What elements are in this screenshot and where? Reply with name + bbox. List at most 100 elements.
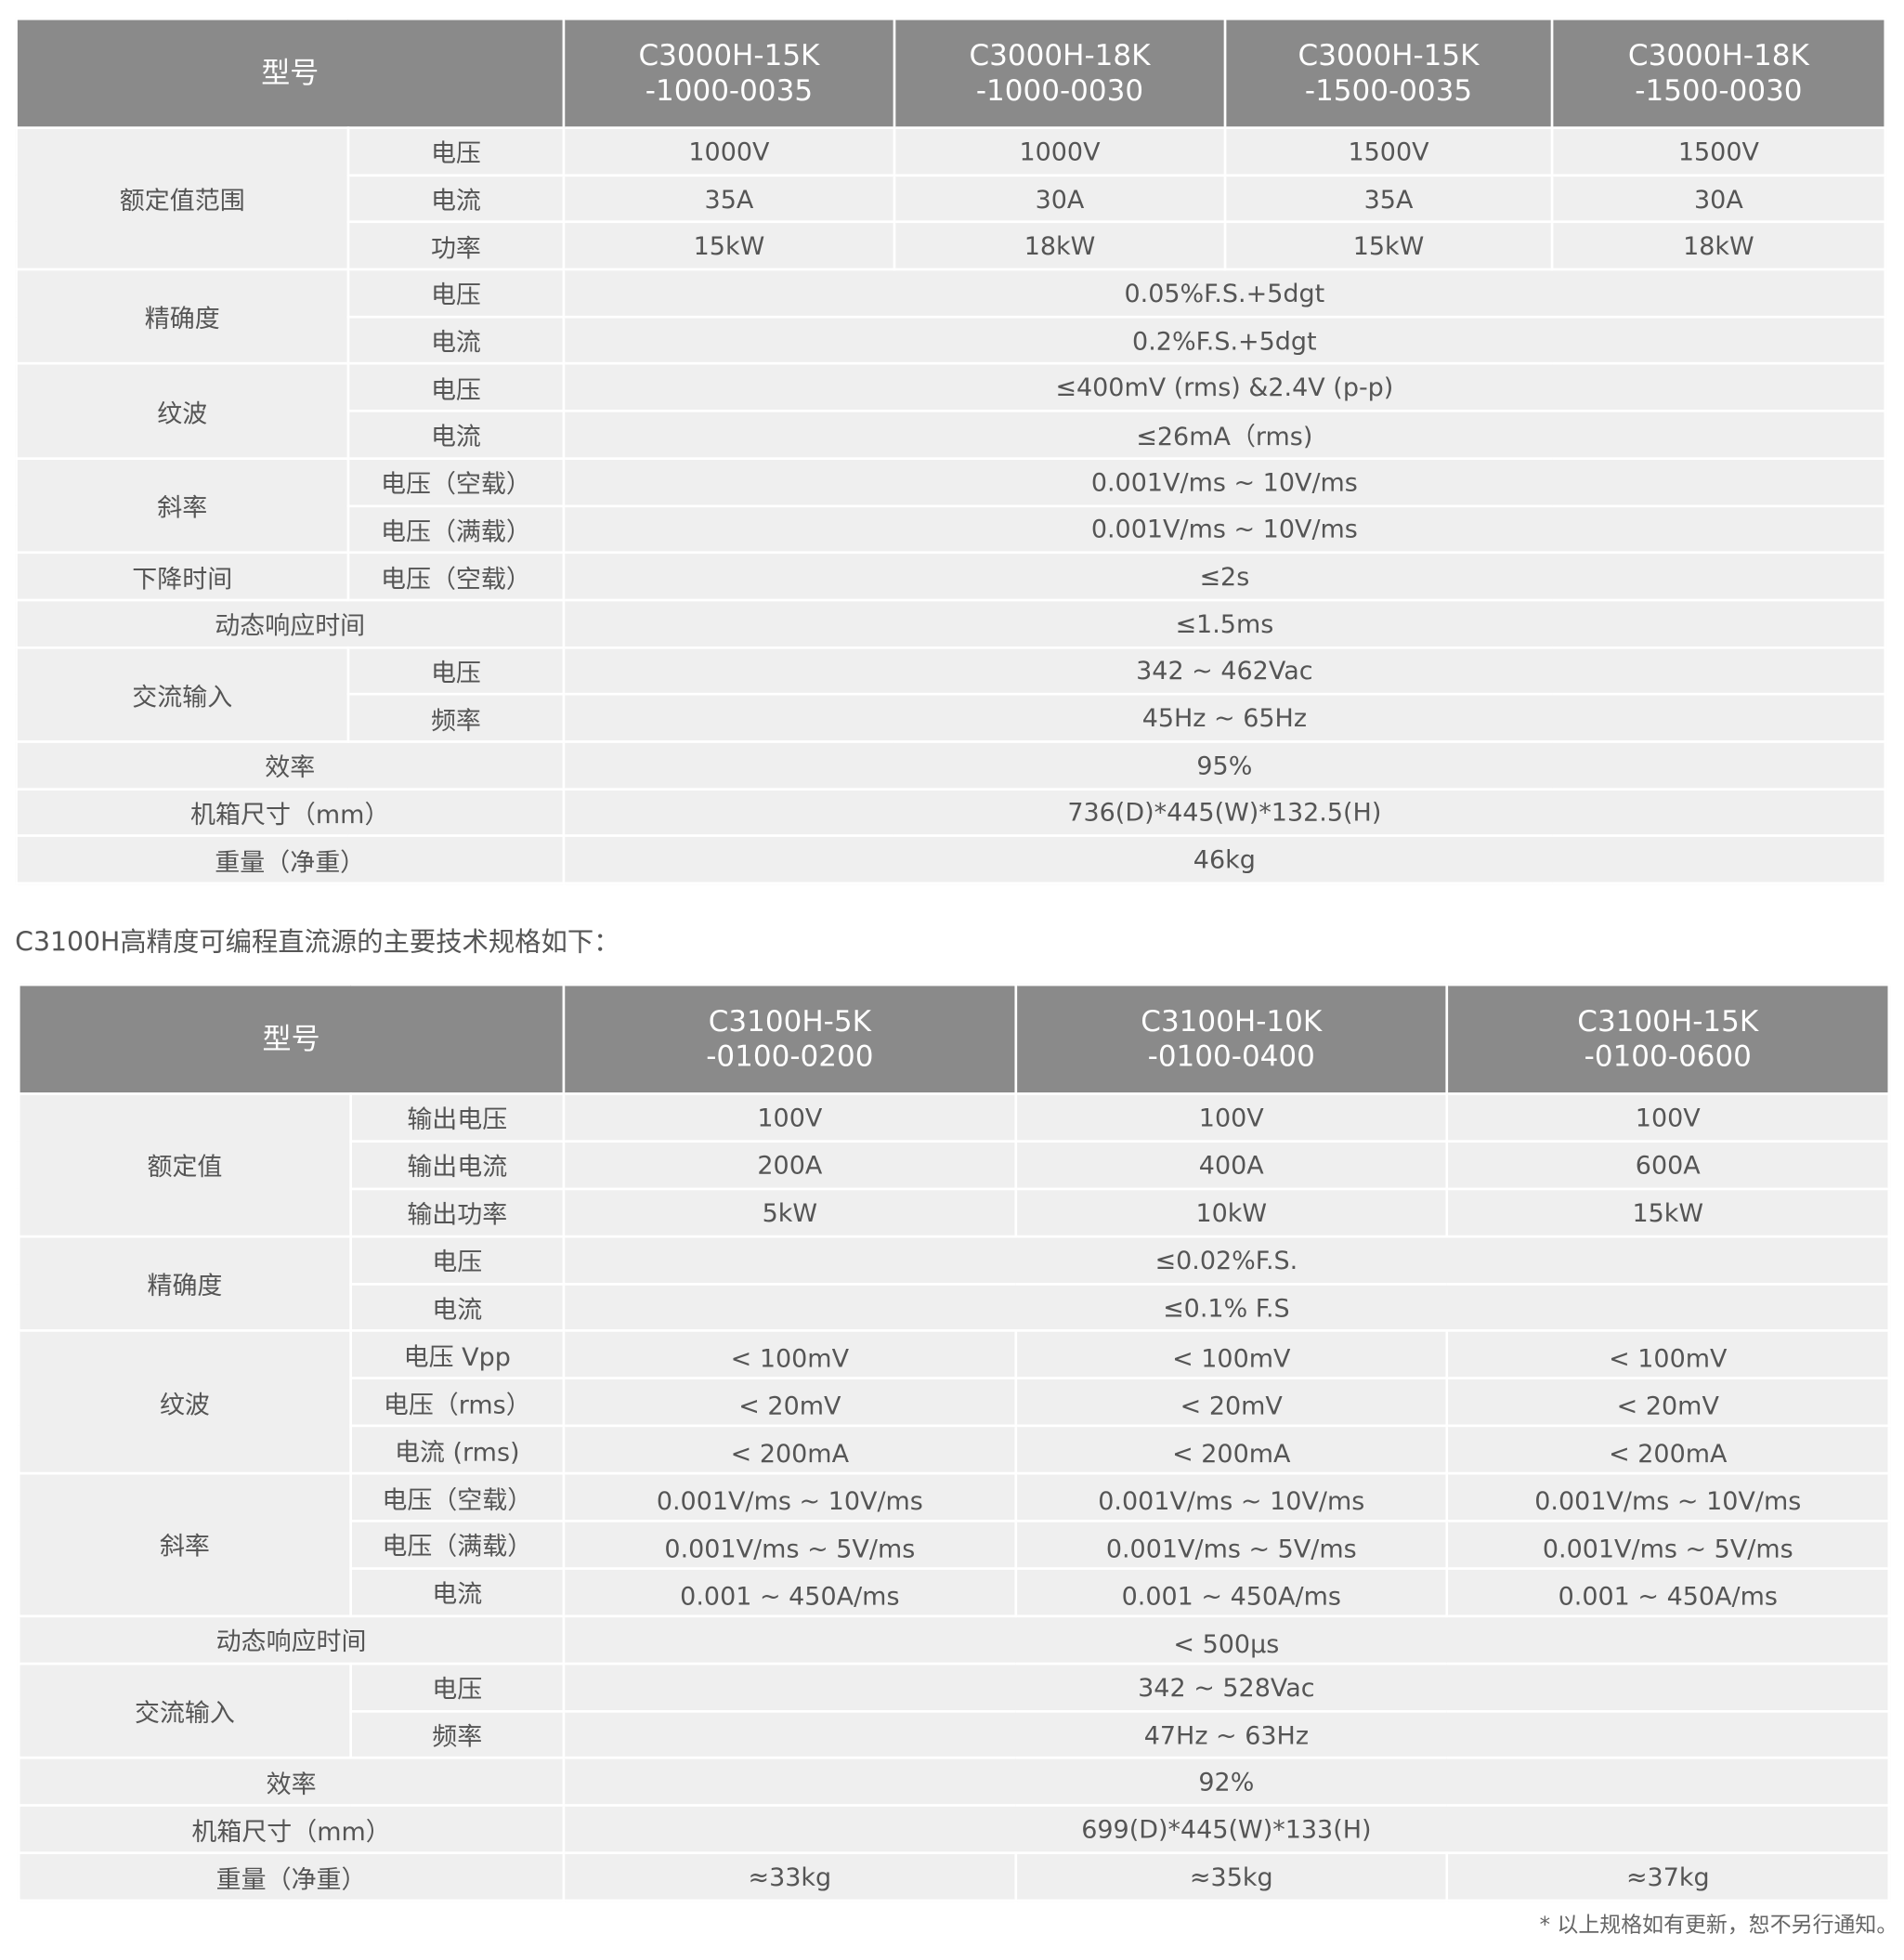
cell-value-shared: 342 ~ 528Vac <box>562 1662 1891 1713</box>
group-label: 纹波 <box>15 362 350 460</box>
table-row: 动态响应时间 < 500μs <box>17 1614 1891 1665</box>
cell-value: ≈37kg <box>1445 1851 1891 1902</box>
model-header-label: 型号 <box>17 983 566 1095</box>
group-label: 下降时间 <box>15 551 350 602</box>
group-label: 斜率 <box>15 457 350 555</box>
row-sublabel: 电压 <box>349 1662 566 1713</box>
cell-value: 15kW <box>1445 1187 1891 1238</box>
cell-value: 0.001V/ms ~ 10V/ms <box>562 1471 1018 1522</box>
group-label: 重量（净重） <box>17 1851 566 1902</box>
table-row: 机箱尺寸（mm） 699(D)*445(W)*133(H) <box>17 1804 1891 1855</box>
row-sublabel: 频率 <box>346 693 566 743</box>
group-label: 纹波 <box>17 1329 352 1475</box>
row-sublabel: 输出功率 <box>349 1187 566 1238</box>
table-row: 电压（满载） 0.001V/ms ~ 10V/ms <box>17 503 1887 555</box>
group-label: 机箱尺寸（mm） <box>17 1804 566 1855</box>
row-sublabel: 输出电压 <box>349 1092 566 1143</box>
model-name: C3000H-18K -1500-0030 <box>1550 17 1887 129</box>
row-sublabel: 电压 <box>349 1235 566 1286</box>
cell-value: < 20mV <box>562 1377 1018 1428</box>
cell-value-shared: 0.001V/ms ~ 10V/ms <box>562 503 1887 555</box>
cell-value-shared: 95% <box>562 740 1887 791</box>
row-sublabel: 电流 <box>346 315 566 366</box>
cell-value: 10kW <box>1014 1187 1449 1238</box>
cell-value: 0.001 ~ 450A/ms <box>562 1567 1018 1617</box>
cell-value: < 100mV <box>1014 1329 1449 1380</box>
cell-value: 0.001V/ms ~ 10V/ms <box>1014 1471 1449 1522</box>
table-row: 下降时间 电压（空载） ≤2s <box>15 551 1887 602</box>
cell-value: 400A <box>1014 1140 1449 1190</box>
cell-value-shared: 0.05%F.S.+5dgt <box>562 268 1887 319</box>
table-row: 电流 ≤0.1% F.S <box>19 1282 1891 1333</box>
cell-value-shared: 92% <box>562 1757 1891 1808</box>
row-sublabel: 电压（空载） <box>346 457 566 507</box>
row-sublabel: 电压 <box>346 268 566 319</box>
cell-value-shared: 342 ~ 462Vac <box>562 646 1887 696</box>
group-label: 斜率 <box>17 1471 352 1617</box>
table-row: 电流 0.2%F.S.+5dgt <box>17 315 1887 366</box>
model-name: C3000H-15K -1500-0035 <box>1223 17 1554 129</box>
group-label: 精确度 <box>17 1235 352 1333</box>
cell-value-shared: 46kg <box>562 834 1887 885</box>
c3100h-intro-text: C3100H高精度可编程直流源的主要技术规格如下： <box>15 927 620 958</box>
row-sublabel: 电压 Vpp <box>349 1329 566 1380</box>
header-row: 型号 C3000H-15K -1000-0035 C3000H-18K -1000-… <box>15 17 1887 129</box>
model-header-label: 型号 <box>15 17 566 129</box>
table-row: 功率 15kW 18kW 15kW 18kW <box>17 220 1887 271</box>
cell-value: 0.001V/ms ~ 10V/ms <box>1445 1471 1891 1522</box>
table-row: 输出功率 5kW 10kW 15kW <box>19 1187 1891 1238</box>
cell-value-shared: ≤1.5ms <box>562 598 1887 649</box>
group-label: 交流输入 <box>17 1662 352 1760</box>
row-sublabel: 电流 <box>346 174 566 224</box>
cell-value: 35A <box>1223 174 1554 224</box>
cell-value: 15kW <box>1223 220 1554 271</box>
row-sublabel: 电压 <box>346 646 566 696</box>
table-row: 电压（rms） < 20mV < 20mV < 20mV <box>19 1377 1891 1428</box>
cell-value: 600A <box>1445 1140 1891 1190</box>
model-name: C3000H-15K -1000-0035 <box>562 17 896 129</box>
table-row: 交流输入 电压 342 ~ 462Vac <box>15 646 1887 743</box>
row-sublabel: 电压（满载） <box>346 503 566 555</box>
cell-value-shared: ≤26mA（rms) <box>562 410 1887 460</box>
model-name: C3100H-5K -0100-0200 <box>562 983 1018 1095</box>
cell-value: 0.001 ~ 450A/ms <box>1014 1567 1449 1617</box>
row-sublabel: 功率 <box>346 220 566 271</box>
row-sublabel: 电压 <box>346 126 566 176</box>
table-row: 电流 ≤26mA（rms) <box>17 410 1887 460</box>
table-row: 电压（满载） 0.001V/ms ~ 5V/ms 0.001V/ms ~ 5V/ms… <box>19 1519 1891 1570</box>
cell-value: 30A <box>893 174 1227 224</box>
cell-value-shared: ≤2s <box>562 551 1887 602</box>
cell-value: 0.001V/ms ~ 5V/ms <box>1445 1519 1891 1570</box>
cell-value-shared: 736(D)*445(W)*132.5(H) <box>562 787 1887 838</box>
cell-value: 200A <box>562 1140 1018 1190</box>
row-sublabel: 电压（空载） <box>349 1471 566 1522</box>
table-row: 输出电流 200A 400A 600A <box>19 1140 1891 1190</box>
cell-value: 15kW <box>562 220 896 271</box>
c3000h-spec-table: 型号 C3000H-15K -1000-0035 C3000H-18K -1000-… <box>15 17 1887 885</box>
cell-value: 30A <box>1550 174 1887 224</box>
cell-value-shared: ≤0.1% F.S <box>562 1282 1891 1333</box>
cell-value: 100V <box>562 1092 1018 1143</box>
model-name: C3100H-15K -0100-0600 <box>1445 983 1891 1095</box>
cell-value: 18kW <box>893 220 1227 271</box>
table-row: 额定值范围 电压 1000V 1000V 1500V 1500V <box>15 126 1887 271</box>
cell-value: < 20mV <box>1014 1377 1449 1428</box>
cell-value: 1500V <box>1550 126 1887 176</box>
footnote: * 以上规格如有更新，恕不另行通知。 <box>1539 1913 1898 1939</box>
table-row: 效率 95% <box>15 740 1887 791</box>
table-row: 效率 92% <box>17 1757 1891 1808</box>
cell-value: 0.001V/ms ~ 5V/ms <box>562 1519 1018 1570</box>
cell-value-shared: 0.2%F.S.+5dgt <box>562 315 1887 366</box>
group-label: 交流输入 <box>15 646 350 743</box>
table-row: 重量（净重） ≈33kg ≈35kg ≈37kg <box>17 1851 1891 1902</box>
cell-value: 18kW <box>1550 220 1887 271</box>
group-label: 效率 <box>17 1757 566 1808</box>
table-row: 电流 0.001 ~ 450A/ms 0.001 ~ 450A/ms 0.001 ~ … <box>19 1567 1891 1617</box>
cell-value-shared: 0.001V/ms ~ 10V/ms <box>562 457 1887 507</box>
cell-value-shared: 699(D)*445(W)*133(H) <box>562 1804 1891 1855</box>
row-sublabel: 电流 <box>349 1282 566 1333</box>
cell-value: < 200mA <box>1014 1424 1449 1475</box>
cell-value: 35A <box>562 174 896 224</box>
cell-value: 100V <box>1014 1092 1449 1143</box>
cell-value: < 100mV <box>1445 1329 1891 1380</box>
